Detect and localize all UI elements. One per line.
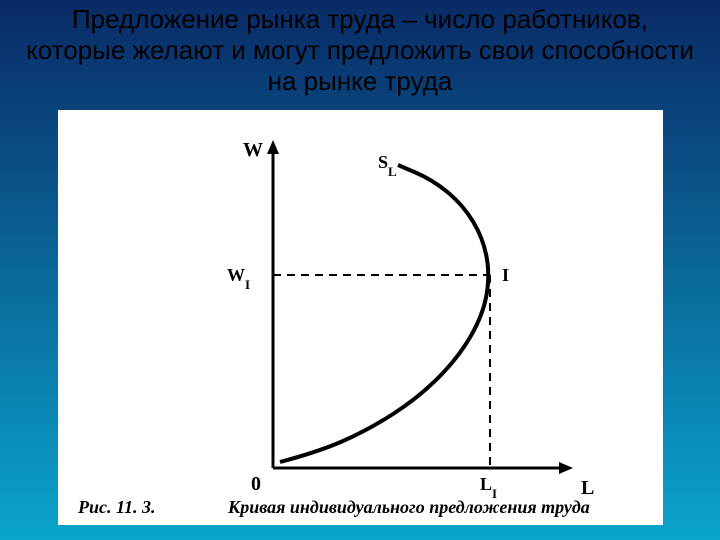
y-axis-label: W bbox=[243, 139, 263, 161]
point-label: I bbox=[502, 265, 509, 285]
origin-label: 0 bbox=[251, 473, 261, 495]
chart-panel: 0WLSLIWILI bbox=[58, 110, 663, 525]
y-tick-label: WI bbox=[227, 265, 250, 292]
figure-caption: Кривая индивидуального предложения труда bbox=[228, 497, 590, 518]
x-axis-label: L bbox=[581, 477, 594, 499]
chart-svg: 0WLSLIWILI bbox=[58, 110, 663, 525]
curve-label: SL bbox=[378, 152, 397, 179]
figure-number: Рис. 11. 3. bbox=[78, 497, 156, 518]
slide-title: Предложение рынка труда – число работник… bbox=[0, 0, 720, 98]
supply-curve bbox=[280, 165, 488, 462]
slide: Предложение рынка труда – число работник… bbox=[0, 0, 720, 540]
